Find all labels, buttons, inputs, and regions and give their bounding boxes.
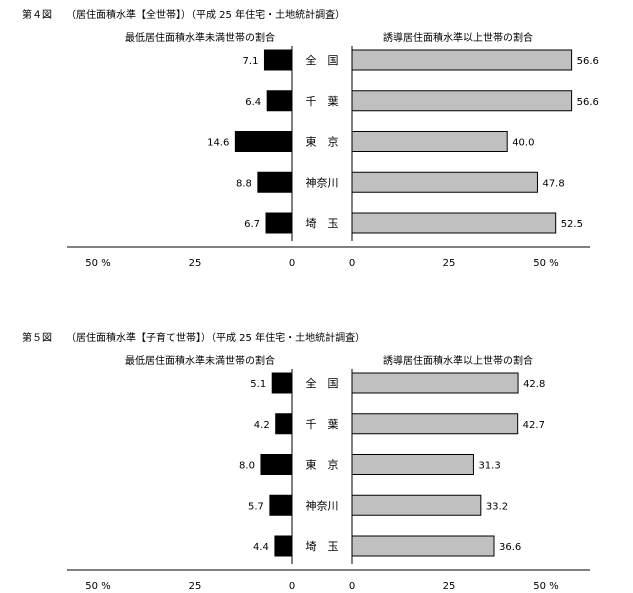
tick-label: 25 (189, 581, 202, 592)
data-label-left: 7.1 (243, 56, 259, 67)
category-label: 東 京 (306, 135, 339, 149)
bar-right-1 (351, 372, 519, 394)
data-label-right: 52.5 (561, 219, 583, 230)
data-label-right: 56.6 (577, 56, 599, 67)
category-label: 東 京 (306, 458, 339, 472)
left-header: 最低居住面積水準未満世帯の割合 (125, 354, 275, 367)
category-label: 神奈川 (306, 498, 339, 512)
data-label-right: 36.6 (499, 542, 521, 553)
tick-label: 0 (289, 581, 295, 592)
data-label-left: 4.2 (254, 420, 270, 431)
bar-left-3 (260, 454, 293, 475)
bar-right-1 (351, 49, 573, 71)
category-label: 神奈川 (306, 175, 339, 189)
tick-label: 50 % (533, 258, 558, 269)
data-label-right: 42.7 (523, 420, 545, 431)
data-label-right: 47.8 (542, 178, 564, 189)
data-label-left: 8.8 (236, 178, 252, 189)
data-label-left: 6.4 (245, 97, 261, 108)
bar-right-5 (351, 535, 495, 557)
bar-right-2 (351, 413, 519, 435)
bar-left-5 (274, 535, 293, 557)
tick-label: 50 % (85, 258, 110, 269)
category-label: 千 葉 (306, 417, 339, 431)
bar-right-3 (351, 131, 508, 152)
data-label-right: 42.8 (523, 379, 545, 390)
bar-right-5 (351, 212, 557, 234)
category-label: 千 葉 (306, 94, 339, 108)
bar-left-4 (269, 494, 293, 516)
chart-1: 第４図 （居住面積水準【全世帯】）（平成 25 年住宅・土地統計調査） 最低居住面積… (22, 8, 599, 269)
figure-label: 第４図 (22, 8, 52, 21)
category-label: 埼 玉 (306, 216, 339, 230)
category-label: 全 国 (306, 376, 339, 390)
bar-left-5 (265, 212, 293, 234)
data-label-left: 4.4 (253, 542, 269, 553)
bar-left-1 (271, 372, 293, 394)
tick-label: 25 (443, 258, 456, 269)
chart-2: 第５図 （居住面積水準【子育て世帯】）（平成 25 年住宅・土地統計調査） 最低居住… (22, 331, 590, 592)
category-label: 全 国 (306, 53, 339, 67)
data-label-left: 5.1 (250, 379, 266, 390)
right-header: 誘導居住面積水準以上世帯の割合 (383, 354, 533, 367)
data-label-left: 14.6 (207, 138, 229, 149)
bar-left-2 (275, 413, 293, 435)
right-header: 誘導居住面積水準以上世帯の割合 (383, 31, 533, 44)
bar-right-3 (351, 454, 474, 475)
data-label-left: 6.7 (244, 219, 260, 230)
bar-left-4 (257, 171, 293, 193)
category-label: 埼 玉 (306, 539, 339, 553)
chart-title: （居住面積水準【全世帯】）（平成 25 年住宅・土地統計調査） (66, 8, 345, 21)
figure-label: 第５図 (22, 331, 52, 344)
bar-right-2 (351, 90, 573, 112)
bar-left-3 (234, 131, 293, 152)
data-label-right: 33.2 (486, 501, 508, 512)
bar-left-2 (266, 90, 293, 112)
data-label-left: 5.7 (248, 501, 264, 512)
bar-right-4 (351, 171, 538, 193)
tick-label: 50 % (85, 581, 110, 592)
tick-label: 0 (289, 258, 295, 269)
bar-left-1 (263, 49, 293, 71)
tick-label: 25 (443, 581, 456, 592)
data-label-right: 31.3 (478, 461, 500, 472)
left-header: 最低居住面積水準未満世帯の割合 (125, 31, 275, 44)
bar-right-4 (351, 494, 482, 516)
chart-title: （居住面積水準【子育て世帯】）（平成 25 年住宅・土地統計調査） (66, 331, 365, 344)
data-label-left: 8.0 (239, 461, 255, 472)
tick-label: 0 (349, 258, 355, 269)
data-label-right: 56.6 (577, 97, 599, 108)
data-label-right: 40.0 (512, 138, 534, 149)
tick-label: 25 (189, 258, 202, 269)
tick-label: 50 % (533, 581, 558, 592)
tick-label: 0 (349, 581, 355, 592)
